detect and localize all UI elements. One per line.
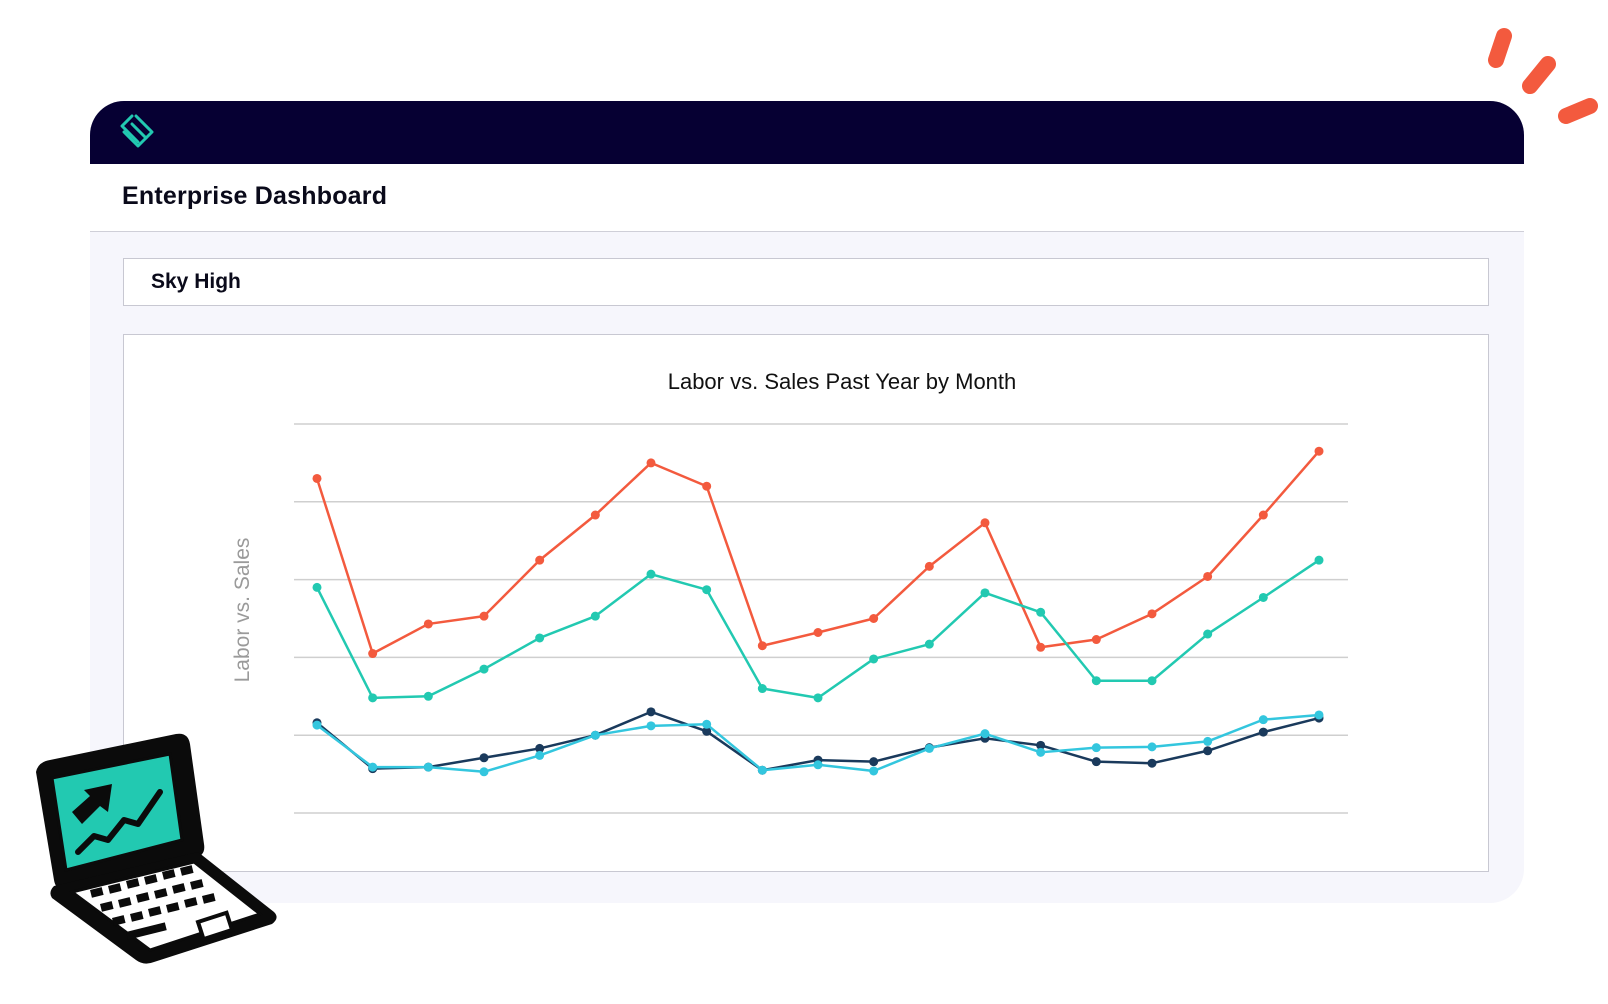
data-point-s3-15[interactable] [1091, 757, 1101, 767]
data-point-s3-7[interactable] [646, 707, 656, 717]
data-point-s2-6[interactable] [590, 611, 600, 621]
data-point-s3-5[interactable] [535, 743, 545, 753]
data-point-s4-15[interactable] [1091, 743, 1101, 753]
chart-card: Labor vs. Sales Past Year by Month Labor… [123, 334, 1489, 872]
data-point-s2-10[interactable] [813, 693, 823, 703]
data-point-s2-7[interactable] [646, 569, 656, 579]
data-point-s1-5[interactable] [535, 555, 545, 565]
chart-gridlines [294, 423, 1348, 814]
data-point-s2-15[interactable] [1091, 676, 1101, 686]
data-point-s2-19[interactable] [1314, 555, 1324, 565]
data-point-s4-19[interactable] [1314, 710, 1324, 720]
data-point-s1-12[interactable] [924, 561, 934, 571]
data-point-s2-1[interactable] [312, 582, 322, 592]
top-navbar [90, 101, 1524, 164]
labor-sales-chart: Labor vs. Sales Past Year by Month Labor… [231, 369, 1348, 814]
data-point-s2-14[interactable] [1036, 607, 1046, 617]
location-selector[interactable]: Sky High [123, 258, 1489, 306]
data-point-s3-16[interactable] [1147, 758, 1157, 768]
diamond-logo-icon[interactable] [118, 113, 158, 153]
data-point-s3-17[interactable] [1203, 746, 1213, 756]
data-point-s2-9[interactable] [757, 684, 767, 694]
data-point-s3-4[interactable] [479, 753, 489, 763]
data-point-s4-16[interactable] [1147, 742, 1157, 752]
data-point-s1-19[interactable] [1314, 446, 1324, 456]
data-point-s2-12[interactable] [924, 639, 934, 649]
location-name: Sky High [151, 270, 241, 293]
data-point-s4-10[interactable] [813, 760, 823, 770]
data-point-s4-7[interactable] [646, 721, 656, 731]
data-point-s1-16[interactable] [1147, 609, 1157, 619]
data-point-s4-13[interactable] [980, 729, 990, 739]
chart-title: Labor vs. Sales Past Year by Month [668, 369, 1017, 394]
data-point-s1-3[interactable] [423, 619, 433, 629]
data-point-s2-18[interactable] [1258, 592, 1268, 602]
data-point-s4-14[interactable] [1036, 747, 1046, 757]
data-point-s1-17[interactable] [1203, 571, 1213, 581]
data-point-s1-10[interactable] [813, 628, 823, 638]
data-point-s2-4[interactable] [479, 664, 489, 674]
data-point-s4-6[interactable] [590, 730, 600, 740]
data-point-s2-5[interactable] [535, 633, 545, 643]
data-point-s2-13[interactable] [980, 588, 990, 598]
data-point-s3-14[interactable] [1036, 740, 1046, 750]
data-point-s3-8[interactable] [702, 726, 712, 736]
title-bar: Enterprise Dashboard [90, 164, 1524, 232]
data-point-s1-4[interactable] [479, 611, 489, 621]
data-point-s4-8[interactable] [702, 719, 712, 729]
data-point-s2-8[interactable] [702, 585, 712, 595]
data-point-s4-9[interactable] [757, 765, 767, 775]
data-point-s2-16[interactable] [1147, 676, 1157, 686]
data-point-s2-2[interactable] [368, 693, 378, 703]
data-point-s4-1[interactable] [312, 720, 322, 730]
data-point-s4-2[interactable] [368, 762, 378, 772]
chart-series [312, 446, 1324, 777]
data-point-s1-14[interactable] [1036, 642, 1046, 652]
data-point-s3-11[interactable] [869, 757, 879, 767]
dashboard-window: Enterprise Dashboard Sky High Labor vs. … [90, 101, 1524, 903]
data-point-s3-18[interactable] [1258, 727, 1268, 737]
data-point-s2-17[interactable] [1203, 629, 1213, 639]
data-point-s1-15[interactable] [1091, 635, 1101, 645]
data-point-s4-18[interactable] [1258, 715, 1268, 725]
data-point-s2-11[interactable] [869, 654, 879, 664]
data-point-s1-13[interactable] [980, 518, 990, 528]
data-point-s4-17[interactable] [1203, 736, 1213, 746]
data-point-s1-8[interactable] [702, 481, 712, 491]
data-point-s1-11[interactable] [869, 614, 879, 623]
y-axis-label: Labor vs. Sales [231, 538, 254, 683]
data-point-s1-18[interactable] [1258, 510, 1268, 520]
page-title: Enterprise Dashboard [122, 182, 388, 210]
laptop-trend-up-icon [36, 733, 277, 964]
data-point-s4-3[interactable] [423, 762, 433, 772]
data-point-s1-9[interactable] [757, 641, 767, 651]
data-point-s1-2[interactable] [368, 649, 378, 659]
series-line-1 [315, 450, 1320, 655]
data-point-s4-11[interactable] [869, 766, 879, 776]
data-point-s2-3[interactable] [423, 691, 433, 701]
data-point-s4-12[interactable] [924, 743, 934, 753]
orange-burst-icon [1488, 28, 1598, 124]
data-point-s1-1[interactable] [312, 473, 322, 483]
data-point-s1-6[interactable] [590, 510, 600, 520]
data-point-s4-4[interactable] [479, 767, 489, 777]
data-point-s4-5[interactable] [535, 750, 545, 760]
data-point-s1-7[interactable] [646, 458, 656, 468]
